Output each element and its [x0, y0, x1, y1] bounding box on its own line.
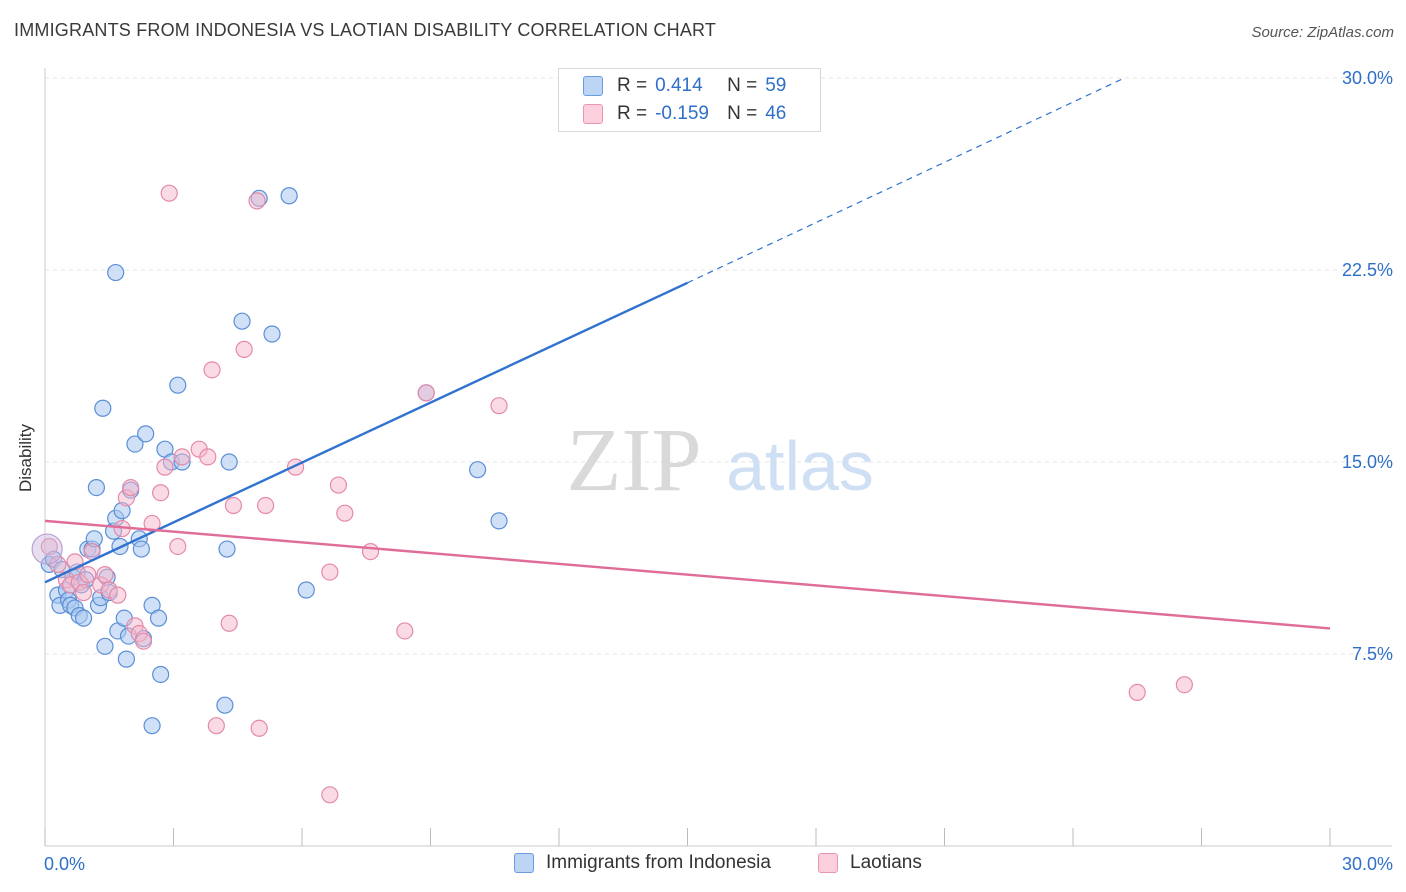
stats-legend: R = 0.414 N = 59 R = -0.159 N = 46: [558, 68, 821, 132]
point-laotians-28: [224, 496, 243, 515]
axes: [44, 68, 1392, 847]
series-laotians-points: [31, 184, 1193, 804]
point-laotians-6: [74, 583, 93, 602]
y-tick-label-3: 30.0%: [1342, 68, 1393, 88]
legend-n-label: N =: [727, 103, 758, 124]
trend-line-indonesia: [44, 281, 689, 584]
point-laotians-40: [160, 184, 178, 202]
point-indonesia-55: [490, 512, 508, 530]
point-laotians-44: [1128, 683, 1146, 702]
point-indonesia-22: [96, 637, 114, 655]
point-laotians-34: [329, 476, 348, 494]
point-laotians-30: [248, 192, 266, 210]
point-laotians-21: [156, 458, 174, 476]
tick-labels: 7.5% 15.0% 22.5% 30.0% 0.0% 30.0%: [44, 68, 1393, 874]
point-laotians-33: [321, 563, 339, 581]
legend-r-label: R =: [617, 75, 648, 96]
legend-r-value: 0.414: [655, 75, 703, 96]
point-laotians-38: [417, 384, 435, 402]
point-indonesia-18: [87, 479, 106, 497]
point-laotians-37: [396, 622, 414, 640]
source-label: Source: ZipAtlas.com: [1251, 24, 1394, 41]
legend-swatch-pink: [818, 853, 838, 873]
point-laotians-26: [203, 361, 221, 379]
point-laotians-25: [199, 448, 217, 466]
legend-label-indonesia: Immigrants from Indonesia: [546, 852, 771, 873]
watermark-atlas: atlas: [726, 427, 874, 505]
point-indonesia-38: [137, 425, 155, 443]
point-overlap-cluster: [31, 533, 63, 565]
point-indonesia-47: [220, 453, 238, 471]
point-laotians-18: [134, 632, 153, 650]
point-laotians-0: [40, 537, 58, 556]
point-indonesia-46: [218, 540, 236, 558]
legend-swatch-blue: [583, 76, 603, 96]
point-laotians-22: [169, 537, 187, 556]
point-indonesia-57: [216, 696, 234, 714]
point-indonesia-34: [126, 435, 144, 453]
chart-title: IMMIGRANTS FROM INDONESIA VS LAOTIAN DIS…: [14, 20, 717, 40]
point-indonesia-31: [117, 650, 135, 668]
legend-item-indonesia: Immigrants from Indonesia: [514, 852, 771, 874]
point-laotians-43: [321, 786, 339, 804]
point-laotians-36: [361, 542, 380, 561]
point-laotians-10: [96, 566, 114, 584]
series-legend: Immigrants from Indonesia Laotians: [0, 852, 1406, 876]
point-laotians-41: [207, 717, 225, 735]
y-tick-label-0: 7.5%: [1352, 644, 1393, 664]
point-laotians-39: [490, 397, 508, 415]
legend-row-laotians: R = -0.159 N = 46: [583, 102, 786, 126]
point-laotians-15: [122, 479, 140, 497]
point-indonesia-56: [152, 665, 170, 684]
watermark: ZIP atlas: [567, 411, 874, 510]
point-indonesia-48: [233, 312, 251, 330]
point-laotians-7: [79, 566, 97, 584]
legend-row-indonesia: R = 0.414 N = 59: [583, 74, 786, 98]
legend-r-label: R =: [617, 103, 648, 124]
point-indonesia-49: [263, 325, 281, 343]
point-indonesia-45: [107, 263, 125, 282]
legend-n-label: N =: [727, 75, 758, 96]
trend-lines: [44, 77, 1331, 630]
point-laotians-45: [1175, 676, 1193, 694]
point-laotians-35: [336, 504, 354, 522]
legend-label-laotians: Laotians: [850, 852, 922, 873]
legend-r-value: -0.159: [655, 103, 709, 124]
watermark-zip: ZIP: [567, 411, 702, 510]
point-laotians-12: [109, 586, 127, 604]
point-indonesia-51: [280, 187, 298, 205]
point-indonesia-21: [94, 399, 112, 417]
point-laotians-42: [250, 719, 268, 737]
trend-extension-indonesia: [687, 77, 1125, 284]
point-indonesia-36: [132, 540, 150, 558]
legend-item-laotians: Laotians: [818, 852, 922, 874]
point-indonesia-52: [297, 581, 315, 599]
x-tick-label-0: 0.0%: [44, 854, 85, 874]
point-indonesia-58: [143, 717, 161, 735]
trend-line-laotians: [44, 519, 1331, 630]
grid-lines: [45, 77, 1392, 655]
legend-n-value: 46: [765, 103, 787, 124]
point-laotians-23: [173, 448, 191, 466]
point-indonesia-54: [469, 461, 487, 479]
x-tick-label-1: 30.0%: [1342, 854, 1393, 874]
legend-swatch-blue: [514, 853, 534, 873]
point-indonesia-13: [74, 609, 93, 627]
point-indonesia-43: [169, 376, 187, 394]
y-tick-label-1: 15.0%: [1342, 452, 1393, 472]
y-tick-label-2: 22.5%: [1342, 260, 1393, 280]
point-laotians-31: [256, 496, 275, 515]
legend-n-value: 59: [765, 75, 787, 96]
point-indonesia-40: [149, 609, 168, 627]
point-laotians-20: [152, 484, 170, 502]
point-laotians-27: [220, 614, 238, 632]
point-laotians-29: [235, 340, 253, 358]
legend-swatch-pink: [583, 104, 603, 124]
